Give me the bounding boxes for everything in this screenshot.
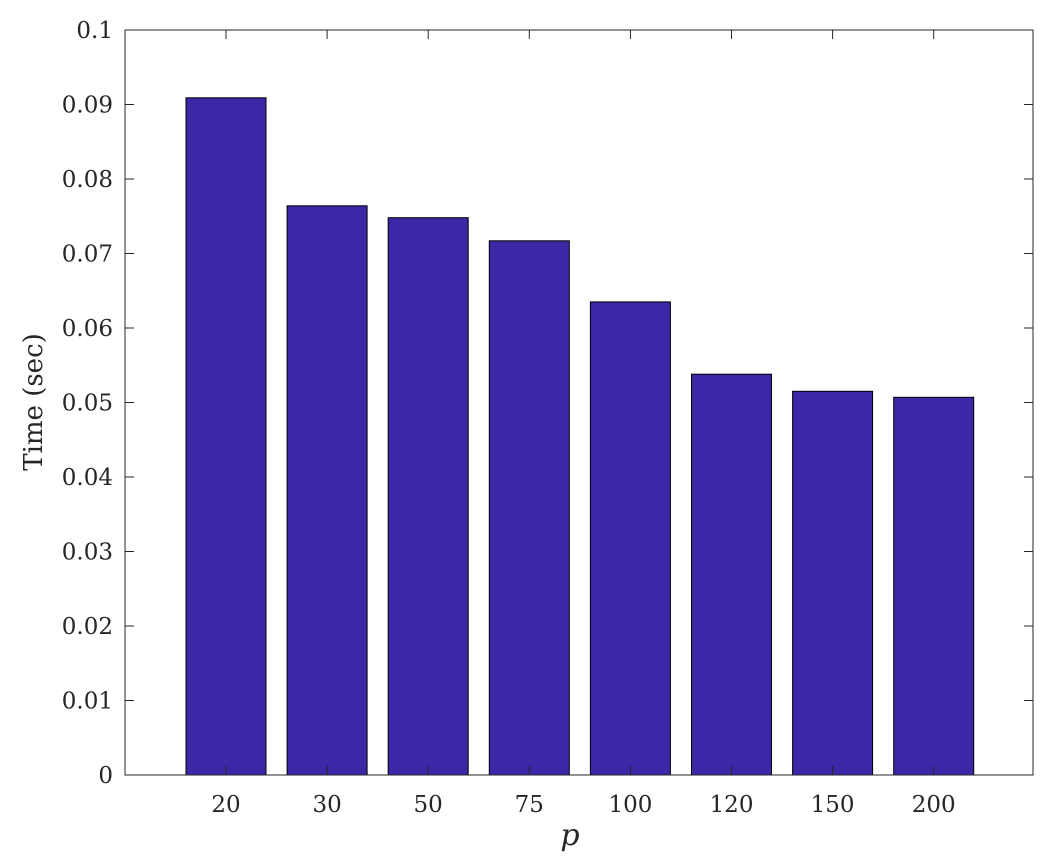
y-tick-label: 0.05 — [62, 391, 113, 417]
x-tick-label: 200 — [912, 792, 956, 818]
y-tick-label: 0 — [98, 763, 113, 789]
x-tick-label: 20 — [211, 792, 240, 818]
y-tick-label: 0.06 — [62, 316, 113, 342]
x-tick-label: 150 — [811, 792, 855, 818]
y-tick-label: 0.07 — [62, 242, 113, 268]
y-tick-label: 0.09 — [62, 93, 113, 119]
y-axis-label: Time (sec) — [19, 333, 49, 471]
x-tick-label: 50 — [414, 792, 443, 818]
y-tick-label: 0.01 — [62, 689, 113, 715]
x-tick-label: 100 — [608, 792, 652, 818]
x-tick-label: 75 — [515, 792, 544, 818]
x-axis-label: p — [560, 818, 579, 853]
bar-50 — [387, 217, 469, 776]
y-tick-label: 0.04 — [62, 465, 113, 491]
bar-200 — [893, 396, 975, 776]
bar-75 — [488, 240, 570, 776]
y-tick-label: 0.08 — [62, 167, 113, 193]
y-tick-label: 0.1 — [76, 18, 113, 44]
x-tick-label: 30 — [312, 792, 341, 818]
bars-group — [185, 97, 975, 776]
bar-20 — [185, 97, 267, 776]
bar-150 — [792, 390, 874, 776]
bar-100 — [589, 301, 671, 776]
y-tick-label: 0.02 — [62, 614, 113, 640]
y-axis-ticks: 0 0.01 0.02 0.03 0.04 0.05 0.06 0.07 0.08 0.09 0.1 — [62, 18, 1033, 789]
y-tick-label: 0.03 — [62, 540, 113, 566]
x-axis-ticks: 20 30 50 75 100 120 150 200 — [211, 30, 956, 818]
bar-120 — [691, 373, 772, 776]
x-tick-label: 120 — [710, 792, 754, 818]
bar-30 — [286, 205, 368, 776]
